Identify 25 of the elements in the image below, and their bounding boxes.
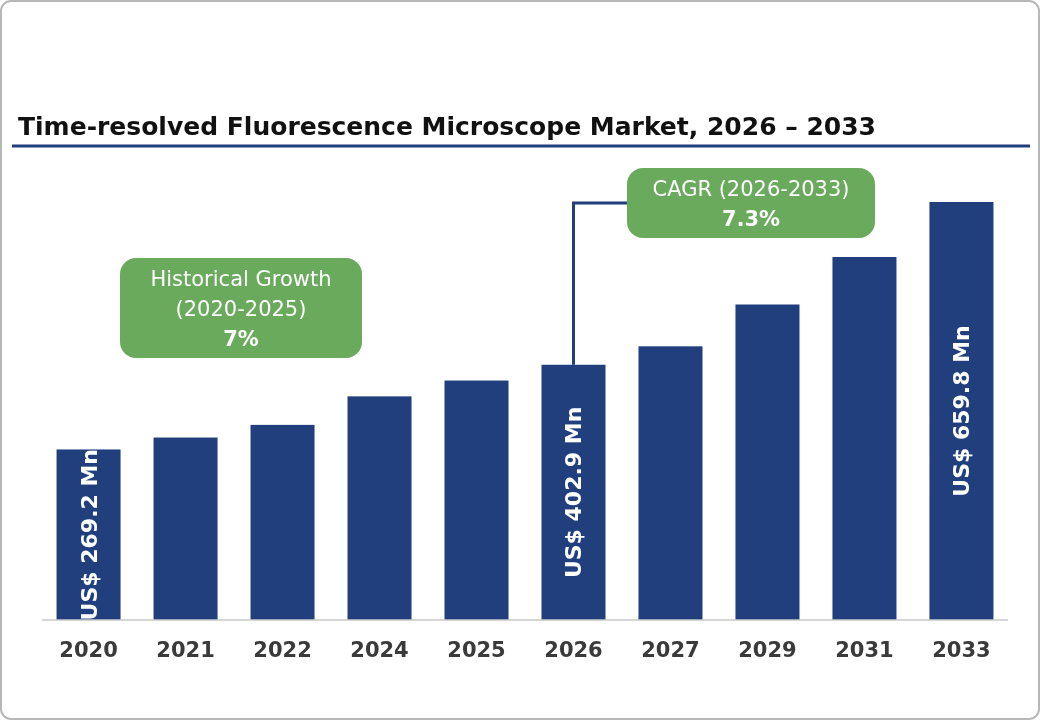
x-tick-label: 2026 bbox=[544, 638, 603, 662]
x-tick-label: 2020 bbox=[59, 638, 118, 662]
x-tick-label: 2025 bbox=[447, 638, 506, 662]
x-tick-label: 2024 bbox=[350, 638, 409, 662]
x-tick-label: 2022 bbox=[253, 638, 312, 662]
bar bbox=[832, 256, 897, 620]
chart-title: Time-resolved Fluorescence Microscope Market, 2026 – 2033 bbox=[18, 112, 877, 141]
bar bbox=[347, 396, 412, 620]
bar bbox=[929, 202, 994, 620]
bar bbox=[735, 304, 800, 620]
x-tick-label: 2031 bbox=[835, 638, 894, 662]
bar bbox=[153, 437, 218, 620]
bar bbox=[638, 346, 703, 620]
x-tick-label: 2033 bbox=[932, 638, 991, 662]
x-tick-label: 2027 bbox=[641, 638, 700, 662]
bar bbox=[250, 424, 315, 620]
bar bbox=[541, 364, 606, 620]
bar bbox=[444, 380, 509, 620]
annotation: Historical Growth (2020-2025) 7% bbox=[150, 267, 332, 351]
x-tick-label: 2029 bbox=[738, 638, 797, 662]
data-label: US$ 269.2 Mn bbox=[76, 448, 102, 621]
annotation: CAGR (2026-2033) 7.3% bbox=[652, 177, 850, 231]
x-tick-label: 2021 bbox=[156, 638, 215, 662]
data-label: US$ 402.9 Mn bbox=[561, 406, 587, 579]
data-label: US$ 659.8 Mn bbox=[949, 325, 975, 497]
